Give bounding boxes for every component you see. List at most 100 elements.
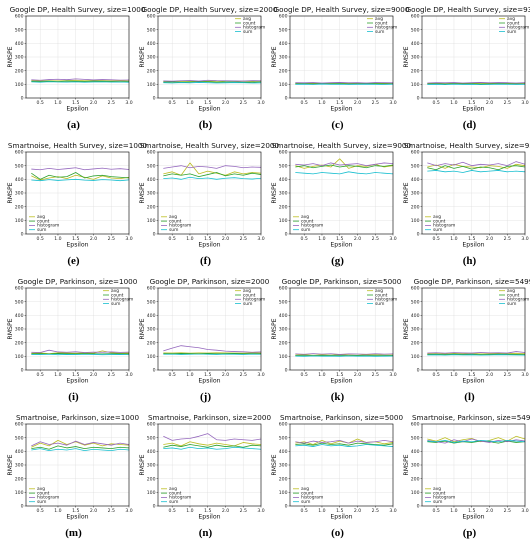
- chart-panel: Smartnoise, Health Survey, size=9358 0 100…: [398, 138, 530, 273]
- chart-title: Google DP, Health Survey, size=2000: [142, 5, 278, 14]
- x-tick-label: 1.5: [204, 372, 211, 378]
- chart-panel: Google DP, Health Survey, size=1000 0 100 2…: [2, 2, 146, 137]
- y-axis-label: RMSPE: [7, 454, 14, 475]
- x-tick-label: 0.5: [301, 508, 308, 514]
- series-line-histogram: [31, 78, 130, 81]
- y-axis-label: RMSPE: [139, 182, 146, 203]
- chart-panel: Smartnoise, Health Survey, size=9000 0 100…: [266, 138, 411, 273]
- y-tick-label: 300: [15, 191, 24, 197]
- y-tick-label: 100: [147, 354, 156, 360]
- y-tick-label: 600: [279, 150, 288, 156]
- x-tick-label: 3.0: [389, 372, 396, 378]
- x-axis-label: Epsilon: [198, 106, 220, 113]
- chart-title: Google DP, Health Survey, size=1000: [10, 5, 146, 14]
- y-axis-label: RMSPE: [271, 318, 278, 339]
- x-tick-label: 2.0: [90, 236, 97, 242]
- x-axis-label: Epsilon: [462, 106, 484, 113]
- panel-caption: (l): [464, 391, 475, 403]
- x-tick-label: 0.5: [37, 372, 44, 378]
- x-tick-label: 3.0: [257, 236, 264, 242]
- y-tick-label: 400: [147, 41, 156, 47]
- y-tick-label: 500: [279, 163, 288, 169]
- x-tick-label: 1.0: [186, 372, 193, 378]
- panel-caption: (j): [200, 391, 211, 403]
- x-tick-label: 1.0: [54, 236, 61, 242]
- y-tick-label: 100: [15, 354, 24, 360]
- y-tick-label: 300: [279, 327, 288, 333]
- y-tick-label: 0: [417, 96, 420, 102]
- y-axis-label: RMSPE: [403, 182, 410, 203]
- x-tick-label: 1.0: [318, 100, 325, 106]
- legend-entry: avg: [507, 17, 515, 22]
- x-tick-label: 3.0: [521, 100, 528, 106]
- legend-entry: count: [169, 490, 182, 496]
- y-tick-label: 400: [147, 449, 156, 455]
- x-tick-label: 3.0: [389, 100, 396, 106]
- series-line-count: [163, 172, 262, 177]
- legend-entry: avg: [433, 487, 441, 492]
- x-tick-label: 1.0: [54, 100, 61, 106]
- legend-entry: histogram: [37, 495, 59, 501]
- y-tick-label: 0: [153, 368, 156, 374]
- y-axis-label: RMSPE: [403, 454, 410, 475]
- y-tick-label: 500: [147, 27, 156, 33]
- y-tick-label: 0: [417, 504, 420, 510]
- y-tick-label: 0: [417, 368, 420, 374]
- chart-svg: Smartnoise, Parkinson, size=2000 0 100 200 3…: [139, 413, 271, 539]
- legend-entry: sum: [301, 500, 310, 505]
- x-tick-label: 1.5: [336, 236, 343, 242]
- y-tick-label: 200: [15, 68, 24, 74]
- legend-entry: avg: [301, 215, 309, 220]
- legend-entry: sum: [301, 228, 310, 233]
- x-tick-label: 2.0: [222, 100, 229, 106]
- x-tick-label: 2.5: [504, 508, 511, 514]
- y-tick-label: 200: [411, 340, 420, 346]
- y-tick-label: 600: [15, 286, 24, 292]
- legend-entry: avg: [111, 289, 119, 294]
- series-line-histogram: [31, 349, 130, 353]
- x-tick-label: 1.5: [468, 100, 475, 106]
- x-tick-label: 2.0: [90, 508, 97, 514]
- x-tick-label: 2.5: [372, 508, 379, 514]
- series-line-count: [31, 80, 130, 82]
- x-tick-label: 0.5: [37, 236, 44, 242]
- series-line-count: [31, 445, 130, 450]
- legend-entry: avg: [37, 215, 45, 220]
- y-tick-label: 300: [411, 191, 420, 197]
- y-tick-label: 200: [147, 204, 156, 210]
- x-tick-label: 1.0: [318, 508, 325, 514]
- chart-panel: Smartnoise, Parkinson, size=2000 0 100 200 3…: [134, 410, 271, 545]
- x-tick-label: 1.5: [72, 236, 79, 242]
- legend-entry: count: [169, 218, 182, 224]
- x-tick-label: 1.5: [468, 236, 475, 242]
- x-tick-label: 3.0: [125, 372, 132, 378]
- plot-frame: [289, 151, 394, 235]
- x-tick-label: 2.5: [108, 372, 115, 378]
- chart-svg: Smartnoise, Health Survey, size=1000 0 100…: [7, 141, 147, 267]
- chart-title: Google DP, Parkinson, size=5000: [282, 277, 402, 286]
- x-tick-label: 1.0: [318, 236, 325, 242]
- y-tick-label: 300: [147, 463, 156, 469]
- y-tick-label: 500: [411, 27, 420, 33]
- legend-entry: count: [243, 292, 256, 298]
- plot-frame: [25, 423, 130, 507]
- x-axis-label: Epsilon: [462, 514, 484, 521]
- series-line-count: [163, 444, 262, 448]
- y-tick-label: 300: [15, 327, 24, 333]
- x-axis-label: Epsilon: [198, 514, 220, 521]
- legend-entry: sum: [433, 500, 442, 505]
- x-tick-label: 2.5: [372, 372, 379, 378]
- plot-frame: [289, 287, 394, 371]
- x-tick-label: 1.5: [204, 236, 211, 242]
- legend-entry: histogram: [375, 25, 397, 31]
- x-tick-label: 3.0: [389, 236, 396, 242]
- x-tick-label: 1.0: [186, 508, 193, 514]
- chart-svg: Google DP, Parkinson, size=2000 0 100 200 30…: [139, 277, 270, 403]
- y-tick-label: 500: [147, 163, 156, 169]
- y-tick-label: 500: [15, 299, 24, 305]
- series-line-avg: [427, 163, 526, 169]
- y-tick-label: 600: [147, 14, 156, 20]
- legend-entry: count: [375, 292, 388, 298]
- panel-caption: (o): [331, 527, 344, 539]
- legend-entry: avg: [169, 487, 177, 492]
